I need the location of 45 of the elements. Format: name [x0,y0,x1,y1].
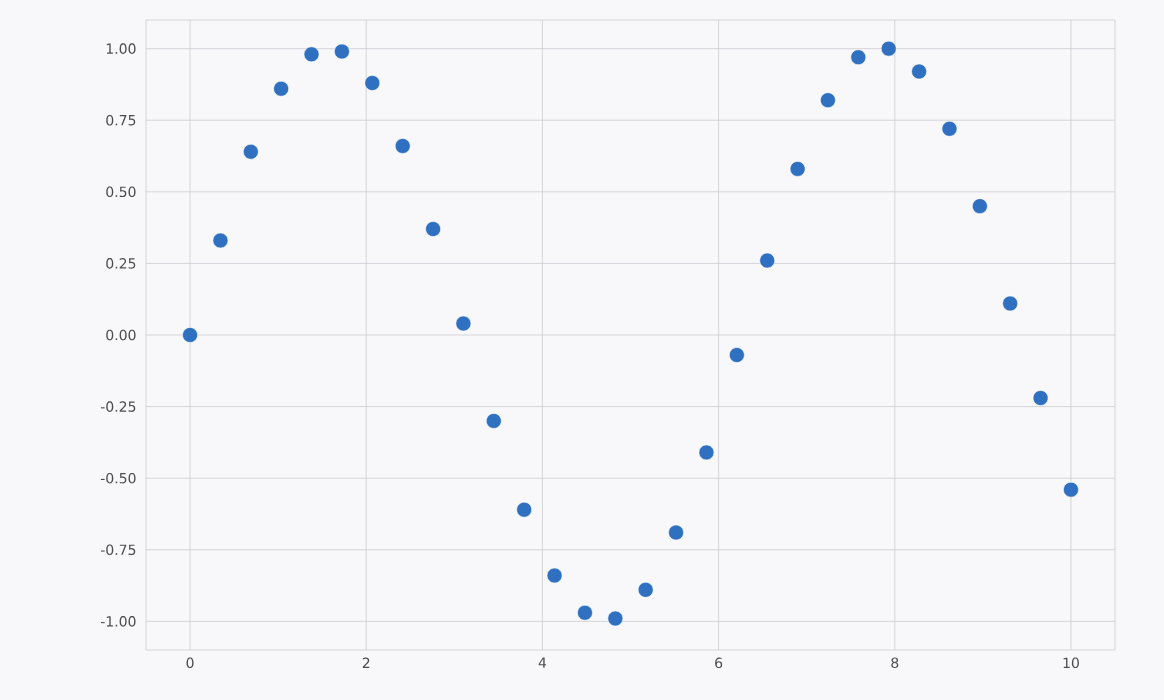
point [1002,295,1018,312]
x-tick-label: 0 [186,657,194,669]
point [334,43,350,60]
point [364,75,381,91]
point [911,63,927,80]
point [698,444,715,461]
y-tick-label: -0.75 [100,544,136,556]
y-tick-label: 1.00 [106,43,136,54]
point [303,46,320,63]
point [941,121,958,137]
y-tick-label: 0.75 [106,114,136,126]
point [212,232,229,249]
x-tick-label: 8 [891,657,899,669]
point [577,604,593,621]
point [425,221,441,237]
y-tick-label: 0.00 [106,329,136,341]
x-tick-label: 2 [362,657,370,668]
point [607,610,624,627]
y-tick-label: -0.25 [100,401,136,412]
point [516,501,532,518]
point [637,582,654,598]
y-tick-label: 0.50 [106,186,136,198]
point [485,413,502,429]
point [182,327,198,343]
point [455,315,472,332]
x-tick-label: 6 [715,657,723,669]
point [820,92,836,108]
x-tick-label: 10 [1063,657,1079,669]
point [668,524,684,541]
x-tick-label: 4 [538,657,547,668]
point [759,252,776,269]
point [789,161,806,177]
point [729,347,745,363]
point [546,567,563,584]
point [243,143,259,160]
y-tick-label: -1.00 [100,616,136,627]
point [394,138,411,154]
point [1063,481,1079,498]
point [880,40,897,57]
point [1032,390,1049,406]
point [972,198,988,214]
point [850,49,867,66]
y-tick-label: 0.25 [106,258,136,269]
y-tick-label: -0.50 [100,472,136,484]
point [273,80,289,97]
